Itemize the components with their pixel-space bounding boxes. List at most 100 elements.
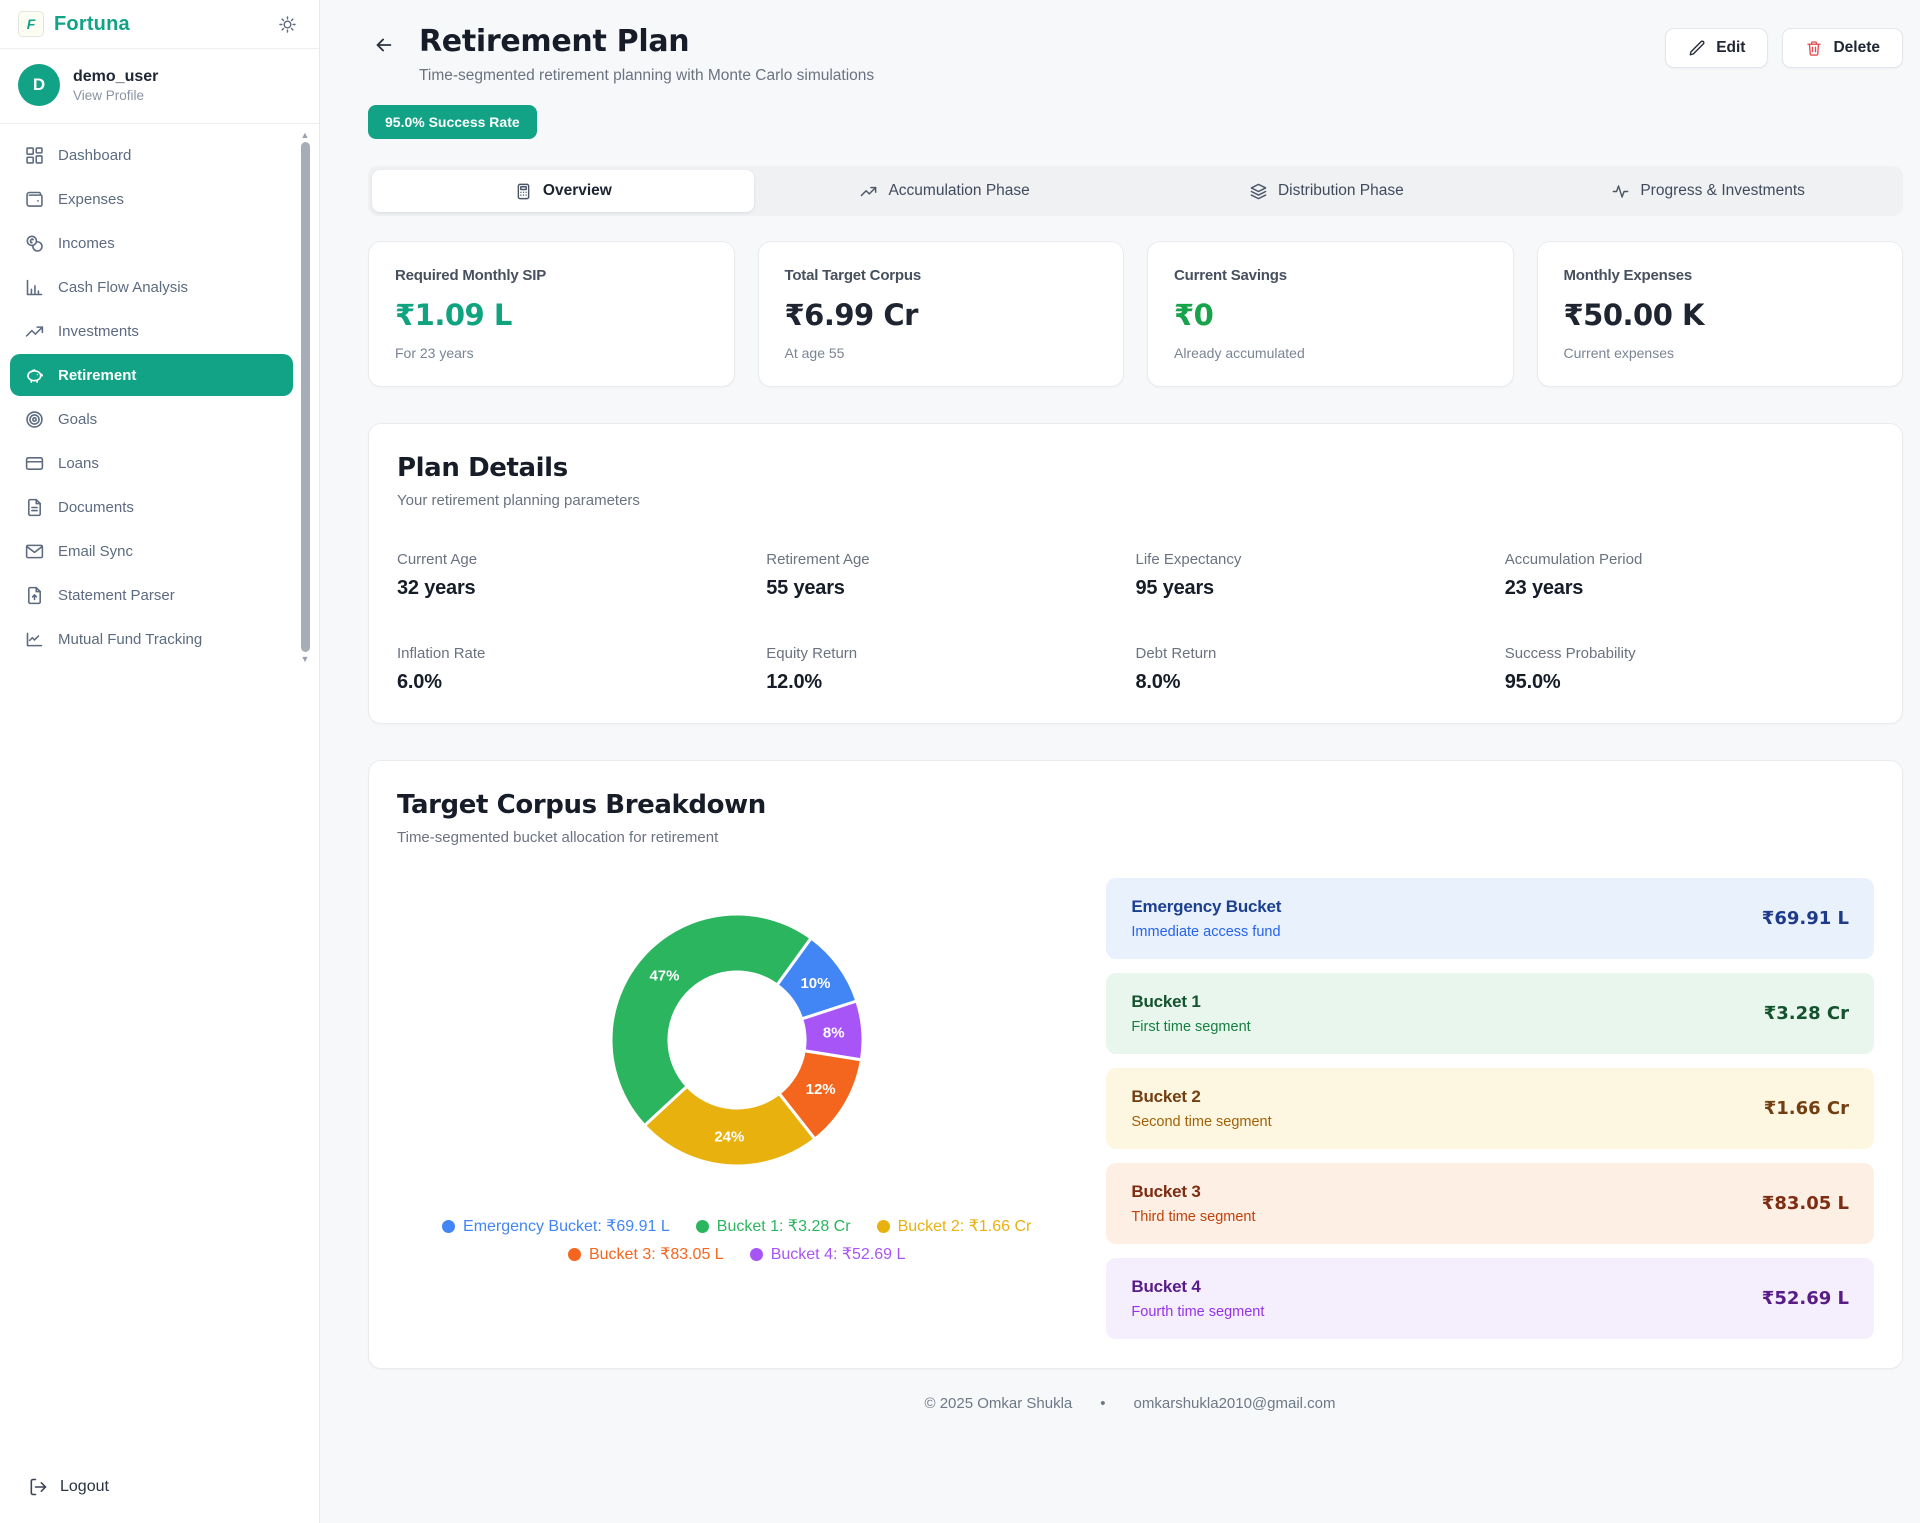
- corpus-breakdown-panel: Target Corpus Breakdown Time-segmented b…: [368, 760, 1903, 1369]
- field-value: 8.0%: [1135, 671, 1181, 693]
- bucket-value: ₹69.91 L: [1761, 908, 1849, 929]
- trash-icon: [1805, 39, 1823, 57]
- back-button[interactable]: [367, 28, 401, 62]
- field-value: 6.0%: [397, 671, 442, 693]
- sidebar-item-expenses[interactable]: Expenses: [10, 178, 293, 220]
- pencil-icon: [1688, 39, 1706, 57]
- line-chart-icon: [24, 629, 45, 650]
- logout-button[interactable]: Logout: [0, 1455, 319, 1523]
- scroll-down-arrow-icon[interactable]: ▼: [300, 654, 310, 664]
- theme-toggle-button[interactable]: [273, 10, 301, 38]
- donut-percent-label: 8%: [823, 1024, 845, 1041]
- legend-dot: [876, 1219, 890, 1233]
- plan-details-subtitle: Your retirement planning parameters: [397, 492, 640, 509]
- footer-copyright: © 2025 Omkar Shukla: [924, 1395, 1073, 1412]
- bucket-name: Emergency Bucket: [1131, 897, 1282, 916]
- sidebar-item-loans[interactable]: Loans: [10, 442, 293, 484]
- plan-details-grid: Current Age 32 years Retirement Age 55 ye…: [397, 551, 1874, 694]
- bucket-description: Third time segment: [1131, 1209, 1256, 1225]
- bucket-description: First time segment: [1131, 1019, 1251, 1035]
- legend-item-bucket-2[interactable]: Bucket 2: ₹1.66 Cr: [876, 1216, 1031, 1236]
- view-profile-link[interactable]: View Profile: [73, 87, 145, 103]
- card-label: Current Savings: [1174, 267, 1287, 284]
- summary-cards-row: Required Monthly SIP ₹1.09 L For 23 year…: [368, 241, 1903, 387]
- bucket-name: Bucket 3: [1131, 1182, 1201, 1201]
- footer-email: omkarshukla2010@gmail.com: [1133, 1395, 1336, 1412]
- card-note: For 23 years: [395, 345, 474, 361]
- legend-item-bucket-4[interactable]: Bucket 4: ₹52.69 L: [749, 1244, 905, 1264]
- tab-bar: Overview Accumulation Phase Distribution…: [368, 166, 1903, 216]
- field-label: Life Expectancy: [1135, 551, 1242, 568]
- sidebar-item-retirement[interactable]: Retirement: [10, 354, 293, 396]
- envelope-icon: [24, 541, 45, 562]
- plan-field-life-expectancy: Life Expectancy 95 years: [1136, 551, 1505, 600]
- card-note: At age 55: [784, 345, 845, 361]
- sidebar-item-incomes[interactable]: Incomes: [10, 222, 293, 264]
- field-value: 95 years: [1135, 577, 1215, 599]
- coins-icon: [24, 233, 45, 254]
- logout-label: Logout: [60, 1478, 109, 1495]
- card-label: Monthly Expenses: [1563, 267, 1693, 284]
- field-label: Inflation Rate: [397, 645, 486, 662]
- legend-item-bucket-1[interactable]: Bucket 1: ₹3.28 Cr: [695, 1216, 851, 1236]
- brand-name: Fortuna: [54, 12, 130, 35]
- fortuna-logo-icon: F: [18, 11, 44, 37]
- sidebar-item-email-sync[interactable]: Email Sync: [10, 530, 293, 572]
- piggy-bank-icon: [24, 365, 45, 386]
- sidebar-item-investments[interactable]: Investments: [10, 310, 293, 352]
- bucket-value: ₹3.28 Cr: [1763, 1003, 1849, 1024]
- dashboard-grid-icon: [24, 145, 45, 166]
- sidebar-item-label: Investments: [58, 322, 139, 340]
- legend-item-bucket-3[interactable]: Bucket 3: ₹83.05 L: [567, 1244, 724, 1264]
- sidebar-item-dashboard[interactable]: Dashboard: [10, 134, 293, 176]
- donut-slice-bucket-1[interactable]: [609, 912, 813, 1128]
- sidebar-item-label: Goals: [58, 410, 98, 428]
- sidebar-item-label: Incomes: [58, 234, 115, 252]
- edit-button-label: Edit: [1716, 39, 1746, 56]
- bucket-name: Bucket 2: [1131, 1087, 1201, 1106]
- logout-icon: [28, 1477, 48, 1497]
- card-note: Already accumulated: [1174, 345, 1305, 361]
- donut-percent-label: 47%: [649, 968, 679, 985]
- summary-card-required-monthly-sip: Required Monthly SIP ₹1.09 L For 23 year…: [368, 241, 735, 387]
- user-profile[interactable]: D demo_user View Profile: [0, 49, 319, 124]
- tab-overview[interactable]: Overview: [372, 170, 754, 212]
- edit-button[interactable]: Edit: [1665, 28, 1769, 68]
- plan-field-current-age: Current Age 32 years: [397, 551, 766, 600]
- footer-separator: •: [1100, 1395, 1106, 1412]
- donut-slice-bucket-2[interactable]: [642, 1084, 817, 1168]
- tab-distribution-phase[interactable]: Distribution Phase: [1136, 170, 1518, 212]
- field-label: Equity Return: [766, 645, 858, 662]
- sidebar-item-label: Expenses: [58, 190, 124, 208]
- tab-progress-investments[interactable]: Progress & Investments: [1517, 170, 1899, 212]
- credit-card-icon: [24, 453, 45, 474]
- donut-percent-label: 10%: [800, 975, 830, 992]
- avatar: D: [18, 64, 60, 106]
- page-header: Retirement Plan Time-segmented retiremen…: [357, 0, 1903, 85]
- sidebar-item-goals[interactable]: Goals: [10, 398, 293, 440]
- page-title: Retirement Plan: [419, 24, 690, 59]
- sidebar-item-label: Cash Flow Analysis: [58, 278, 189, 296]
- card-label: Required Monthly SIP: [395, 267, 547, 284]
- legend-label: Bucket 1: ₹3.28 Cr: [716, 1218, 851, 1235]
- tab-accumulation-phase[interactable]: Accumulation Phase: [754, 170, 1136, 212]
- wallet-icon: [24, 189, 45, 210]
- tab-label: Overview: [542, 182, 612, 199]
- scroll-up-arrow-icon[interactable]: ▲: [300, 130, 310, 140]
- legend-item-emergency-bucket[interactable]: Emergency Bucket: ₹69.91 L: [442, 1216, 670, 1236]
- sidebar-item-documents[interactable]: Documents: [10, 486, 293, 528]
- sidebar-item-statement-parser[interactable]: Statement Parser: [10, 574, 293, 616]
- legend-label: Bucket 3: ₹83.05 L: [588, 1246, 724, 1263]
- summary-card-total-target-corpus: Total Target Corpus ₹6.99 Cr At age 55: [757, 241, 1124, 387]
- success-rate-badge: 95.0% Success Rate: [368, 105, 537, 139]
- sidebar-item-mutual-fund-tracking[interactable]: Mutual Fund Tracking: [10, 618, 293, 660]
- sidebar-item-label: Statement Parser: [58, 586, 175, 604]
- calculator-icon: [514, 182, 533, 201]
- nav-scrollbar[interactable]: ▲ ▼: [299, 130, 311, 664]
- field-value: 12.0%: [766, 671, 822, 693]
- delete-button[interactable]: Delete: [1782, 28, 1903, 68]
- card-value: ₹50.00 K: [1563, 298, 1705, 332]
- sidebar-item-cash-flow-analysis[interactable]: Cash Flow Analysis: [10, 266, 293, 308]
- nav-scrollbar-thumb[interactable]: [300, 142, 310, 652]
- bucket-description: Fourth time segment: [1131, 1304, 1265, 1320]
